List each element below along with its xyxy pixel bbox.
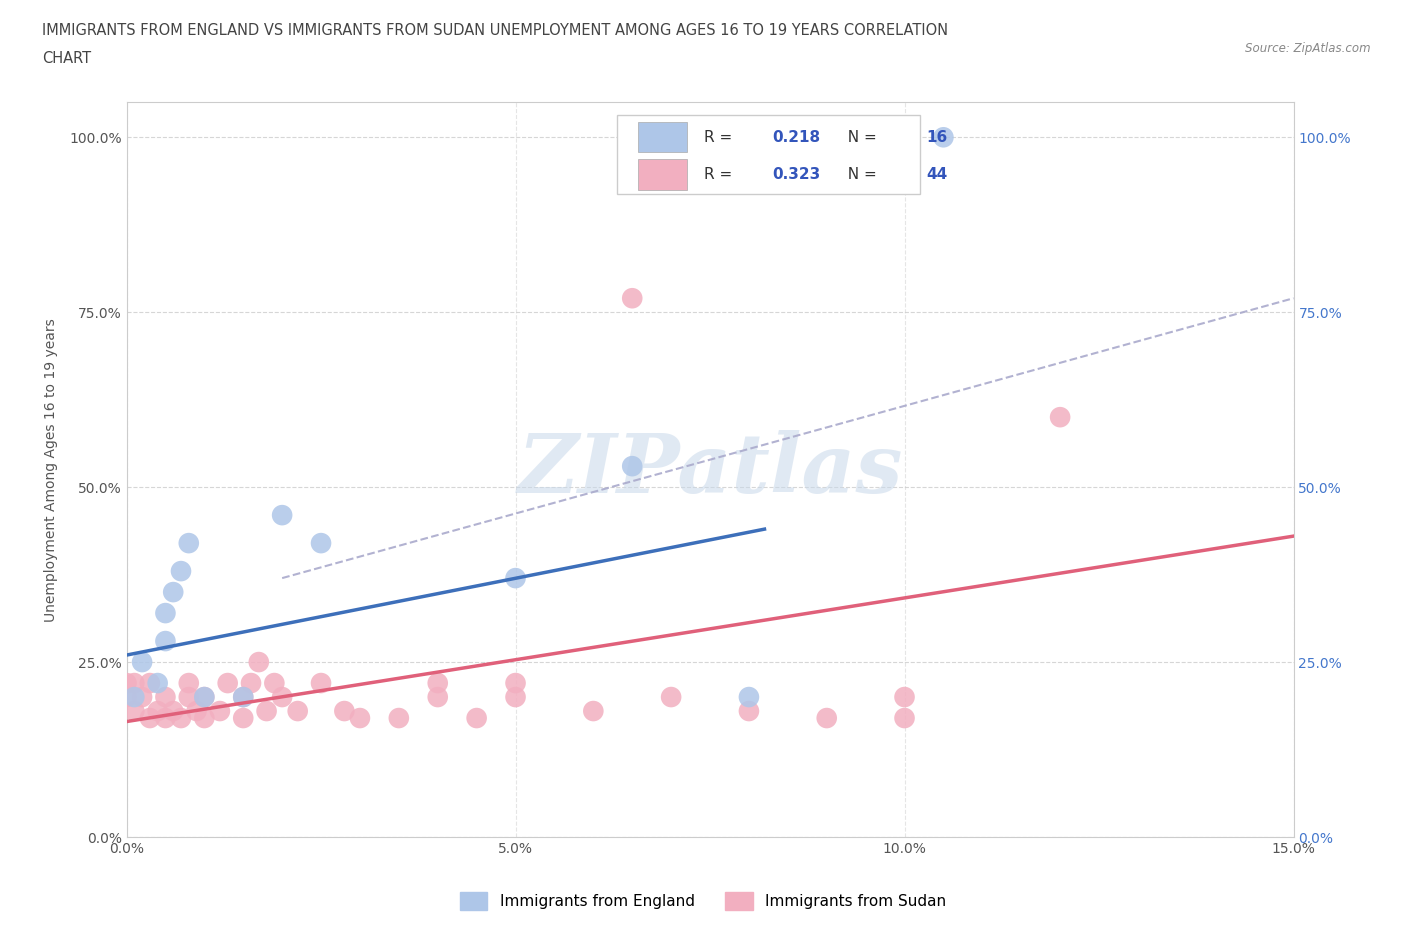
Point (505, 675, 527, 690)
Point (271, 690, 294, 705)
Point (177, 536, 200, 551)
Point (124, 675, 146, 690)
Point (124, 690, 146, 705)
Y-axis label: Unemployment Among Ages 16 to 19 years: Unemployment Among Ages 16 to 19 years (44, 318, 58, 621)
Text: N =: N = (838, 129, 882, 144)
Point (146, 675, 169, 690)
FancyBboxPatch shape (638, 159, 686, 190)
Text: 44: 44 (927, 166, 948, 181)
Point (115, 675, 138, 690)
Point (247, 655, 270, 670)
Point (505, 571, 527, 586)
Text: Source: ZipAtlas.com: Source: ZipAtlas.com (1246, 42, 1371, 55)
Point (177, 690, 200, 705)
Point (582, 704, 605, 719)
Point (115, 690, 138, 705)
Point (131, 655, 153, 670)
Point (232, 690, 254, 705)
Point (124, 704, 146, 719)
Point (256, 704, 278, 719)
Point (287, 704, 309, 719)
Point (893, 690, 915, 705)
Text: CHART: CHART (42, 51, 91, 66)
Point (240, 675, 263, 690)
Point (505, 690, 527, 705)
Point (426, 690, 449, 705)
Text: R =: R = (704, 129, 737, 144)
Point (659, 690, 682, 705)
Point (177, 675, 200, 690)
Point (621, 291, 644, 306)
Point (738, 704, 761, 719)
Point (932, 130, 955, 145)
Point (186, 704, 208, 719)
FancyBboxPatch shape (617, 114, 920, 194)
Text: N =: N = (838, 166, 882, 181)
Point (333, 704, 356, 719)
Text: R =: R = (704, 166, 737, 181)
Point (146, 704, 169, 719)
Point (309, 675, 332, 690)
Point (155, 711, 177, 725)
Text: 16: 16 (927, 129, 948, 144)
Point (155, 690, 177, 705)
FancyBboxPatch shape (638, 122, 686, 153)
Point (738, 690, 761, 705)
Point (388, 711, 411, 725)
Point (1049, 410, 1071, 425)
Text: IMMIGRANTS FROM ENGLAND VS IMMIGRANTS FROM SUDAN UNEMPLOYMENT AMONG AGES 16 TO 1: IMMIGRANTS FROM ENGLAND VS IMMIGRANTS FR… (42, 23, 948, 38)
Point (465, 711, 488, 725)
Point (139, 711, 162, 725)
Point (162, 585, 184, 600)
Point (426, 675, 449, 690)
Point (139, 675, 162, 690)
Point (170, 564, 193, 578)
Text: ZIPatlas: ZIPatlas (517, 430, 903, 510)
Point (162, 704, 184, 719)
Point (193, 690, 215, 705)
Point (621, 458, 644, 473)
Point (193, 711, 215, 725)
Point (208, 704, 231, 719)
Point (309, 536, 332, 551)
Legend: Immigrants from England, Immigrants from Sudan: Immigrants from England, Immigrants from… (453, 884, 953, 918)
Point (155, 633, 177, 648)
Point (893, 711, 915, 725)
Text: 0.218: 0.218 (772, 129, 820, 144)
Point (170, 711, 193, 725)
Point (131, 690, 153, 705)
Point (815, 711, 838, 725)
Point (193, 690, 215, 705)
Point (271, 508, 294, 523)
Point (263, 675, 285, 690)
Point (217, 675, 239, 690)
Point (232, 690, 254, 705)
Text: 0.323: 0.323 (772, 166, 820, 181)
Point (232, 711, 254, 725)
Point (349, 711, 371, 725)
Point (155, 605, 177, 620)
